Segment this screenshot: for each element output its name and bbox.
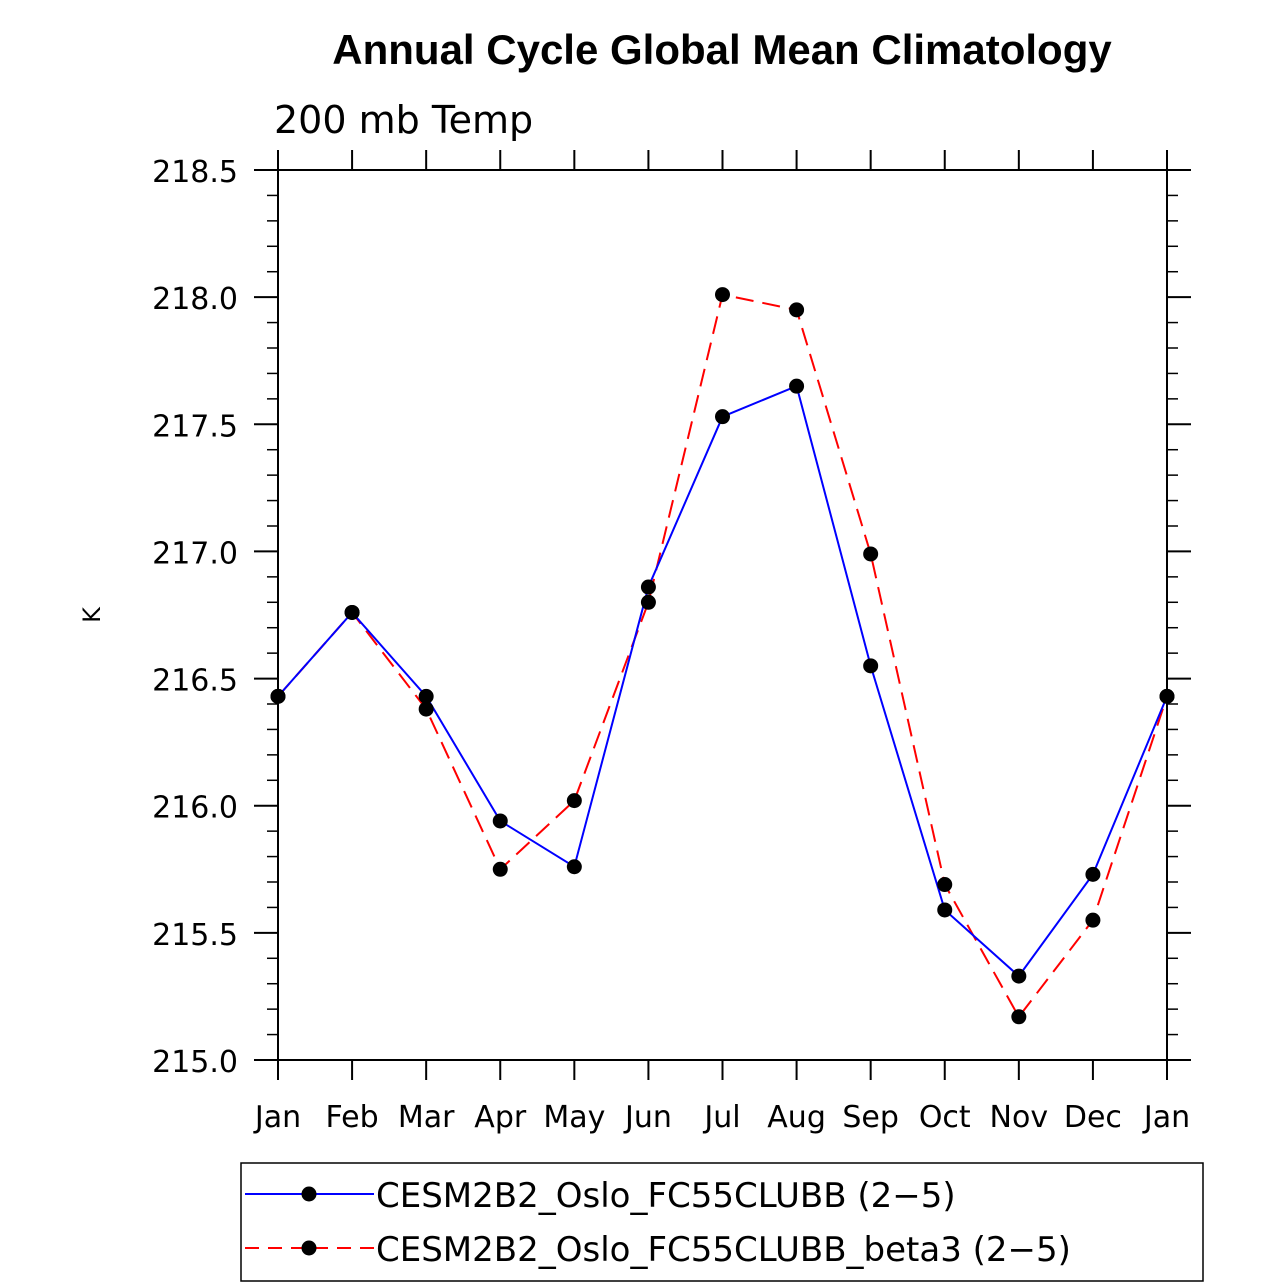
legend-marker-1 (301, 1240, 317, 1256)
series-layer (270, 287, 1175, 1025)
x-tick-label: Mar (398, 1100, 455, 1135)
data-point-series-0 (715, 409, 730, 425)
chart-title: Annual Cycle Global Mean Climatology (332, 26, 1112, 73)
y-tick-label: 217.5 (152, 409, 238, 444)
y-axis-label: K (78, 606, 106, 623)
plot-frame (277, 169, 1168, 1061)
y-tick-label: 216.5 (152, 664, 238, 699)
series-line-1 (277, 293, 1168, 1019)
y-tick-label: 218.5 (152, 155, 238, 190)
legend-label-1: CESM2B2_Oslo_FC55CLUBB_beta3 (2−5) (376, 1230, 1071, 1270)
data-point-series-1 (937, 877, 953, 893)
legend-marker-0 (301, 1186, 317, 1202)
data-point-series-0 (492, 813, 508, 829)
legend-label-0: CESM2B2_Oslo_FC55CLUBB (2−5) (376, 1176, 956, 1216)
data-point-series-1 (863, 546, 879, 562)
data-point-series-1 (1085, 912, 1101, 928)
legend-box (240, 1162, 1204, 1282)
y-tick-label: 217.0 (152, 536, 238, 571)
data-point-series-0 (344, 604, 360, 620)
x-tick-label: Apr (474, 1100, 527, 1135)
y-tick-label: 216.0 (152, 791, 238, 826)
y-tick-label: 218.0 (152, 282, 238, 317)
legend: CESM2B2_Oslo_FC55CLUBB (2−5) CESM2B2_Osl… (240, 1162, 1204, 1282)
data-point-series-1 (789, 302, 805, 318)
data-point-series-1 (640, 594, 656, 610)
data-point-series-0 (566, 859, 582, 875)
data-point-series-1 (418, 701, 434, 717)
x-tick-label: May (543, 1100, 605, 1135)
data-point-series-0 (1011, 968, 1027, 984)
x-tick-label: Dec (1064, 1100, 1122, 1135)
data-point-series-0 (270, 688, 286, 704)
x-tick-label: Jan (253, 1100, 301, 1135)
x-tick-label: Feb (326, 1100, 379, 1135)
series-line-0 (277, 384, 1168, 978)
data-point-series-0 (1085, 866, 1101, 882)
data-point-series-0 (789, 378, 805, 394)
y-tick-label: 215.5 (152, 918, 238, 953)
data-point-series-0 (418, 688, 434, 704)
axes: Jan Feb Mar Apr May Jun Jul Aug Sep Oct Nov Dec Jan 2… (152, 150, 1191, 1135)
x-tick-label: Nov (990, 1100, 1049, 1135)
x-tick-label: Jan (1142, 1100, 1190, 1135)
x-tick-label: Sep (842, 1100, 899, 1135)
x-tick-label: Aug (767, 1100, 826, 1135)
data-point-series-1 (1011, 1009, 1027, 1025)
data-point-series-0 (1159, 688, 1175, 704)
data-point-series-1 (715, 287, 730, 303)
x-tick-label: Jun (623, 1100, 672, 1135)
data-point-series-1 (492, 861, 508, 877)
x-tick-label: Jul (702, 1100, 740, 1135)
data-point-series-0 (640, 579, 656, 595)
data-point-series-0 (937, 902, 953, 918)
x-tick-label: Oct (919, 1100, 971, 1135)
data-point-series-0 (863, 658, 879, 674)
y-tick-label: 215.0 (152, 1045, 238, 1080)
data-point-series-1 (566, 793, 582, 809)
chart-subtitle: 200 mb Temp (274, 98, 533, 142)
